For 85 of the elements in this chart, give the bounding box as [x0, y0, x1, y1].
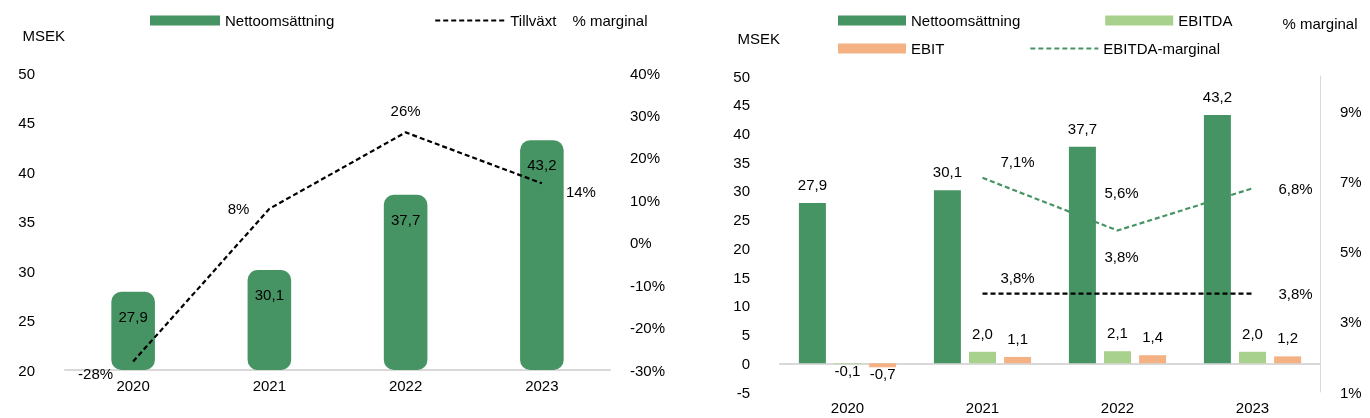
y-tick-label: 40: [18, 163, 35, 181]
x-tick-label: 2021: [965, 399, 1000, 416]
data-label: 8%: [227, 200, 250, 218]
y-tick-label: 25: [18, 312, 35, 329]
y-axis-title: MSEK: [737, 30, 780, 47]
data-label: 1,1: [1007, 329, 1029, 347]
bar: [1239, 351, 1266, 364]
y2-tick-label: 10%: [630, 191, 661, 209]
legend-label: EBIT: [911, 40, 945, 57]
bar: [869, 363, 897, 368]
y2-tick-label: -30%: [630, 361, 666, 379]
y2-tick-label: 20%: [630, 149, 661, 167]
y-tick-label: 25: [733, 211, 750, 229]
data-label: 27,9: [797, 175, 827, 193]
y-tick-label: 45: [18, 114, 35, 131]
y-tick-label: 50: [18, 64, 35, 82]
data-label: 14%: [565, 182, 596, 200]
data-label: 2,0: [972, 324, 993, 342]
data-label: 2,0: [1242, 324, 1263, 342]
y2-tick-label: 5%: [1340, 243, 1362, 261]
data-label: 3,8%: [1278, 285, 1313, 303]
data-label: 1,4: [1142, 328, 1164, 346]
y-tick-label: 10: [733, 297, 750, 315]
y2-tick-label: 1%: [1340, 383, 1362, 401]
y2-tick-label: 30%: [630, 106, 661, 124]
data-label: -28%: [78, 365, 114, 383]
bar: [798, 202, 826, 364]
y-tick-label: 15: [733, 268, 750, 286]
y-tick-label: 40: [733, 124, 750, 142]
x-tick-label: 2020: [830, 399, 865, 416]
y2-tick-label: 3%: [1340, 313, 1362, 331]
data-label: 26%: [390, 102, 421, 120]
y-tick-label: -5: [736, 383, 750, 401]
y-tick-label: 30: [18, 262, 35, 280]
data-label: 3,8%: [1104, 247, 1139, 265]
legend-label: EBITDA-marginal: [1103, 40, 1221, 57]
y-tick-label: 20: [733, 239, 750, 257]
y-tick-label: 5: [741, 326, 750, 344]
data-label: 30,1: [932, 163, 962, 181]
x-tick-label: 2022: [388, 377, 423, 394]
y-tick-label: 35: [18, 213, 35, 230]
data-label: 1,2: [1277, 329, 1299, 347]
y2-tick-label: -20%: [630, 319, 666, 337]
y-tick-label: 35: [733, 153, 750, 171]
y2-tick-label: 40%: [630, 64, 661, 82]
bar: [1104, 351, 1131, 364]
y-tick-label: 45: [733, 96, 750, 114]
y-tick-label: 20: [18, 361, 35, 379]
y-tick-label: 30: [733, 182, 750, 200]
data-label: 6,8%: [1278, 179, 1313, 197]
y2-tick-label: -10%: [630, 276, 666, 294]
y-tick-label: 0: [741, 354, 750, 372]
legend-label: EBITDA: [1178, 12, 1233, 29]
data-label: -0,7: [869, 365, 896, 383]
x-tick-label: 2023: [525, 377, 559, 394]
data-label: 30,1: [254, 286, 284, 304]
data-label: 37,7: [391, 210, 421, 228]
legend-label: Nettoomsättning: [911, 12, 1021, 29]
data-label: 3,8%: [1000, 269, 1035, 287]
legend-label: Nettoomsättning: [225, 12, 335, 29]
bar: [1274, 356, 1302, 364]
data-label: 27,9: [118, 307, 148, 325]
y2-tick-label: 9%: [1340, 102, 1362, 120]
bar: [1004, 356, 1032, 364]
data-label: 7,1%: [1000, 153, 1035, 171]
x-tick-label: 2021: [252, 377, 287, 394]
data-label: 2,1: [1107, 324, 1128, 342]
y2-axis-title: % marginal: [1282, 15, 1358, 32]
bar: [933, 190, 961, 364]
data-label: 37,7: [1067, 119, 1097, 137]
x-tick-label: 2020: [116, 377, 150, 394]
y-axis-title: MSEK: [22, 27, 65, 44]
y2-axis-title: % marginal: [572, 12, 648, 29]
y2-tick-label: 0%: [630, 234, 652, 252]
data-label: 43,2: [1202, 88, 1232, 106]
data-label: 5,6%: [1104, 184, 1139, 202]
legend-label: Tillväxt: [510, 12, 558, 29]
bar: [1139, 355, 1167, 364]
x-tick-label: 2023: [1235, 399, 1270, 416]
x-tick-label: 2022: [1100, 399, 1135, 416]
data-label: -0,1: [834, 361, 861, 379]
data-label: 43,2: [527, 156, 557, 174]
y2-tick-label: 7%: [1340, 172, 1362, 190]
bar: [969, 351, 996, 364]
y-tick-label: 50: [733, 67, 750, 85]
